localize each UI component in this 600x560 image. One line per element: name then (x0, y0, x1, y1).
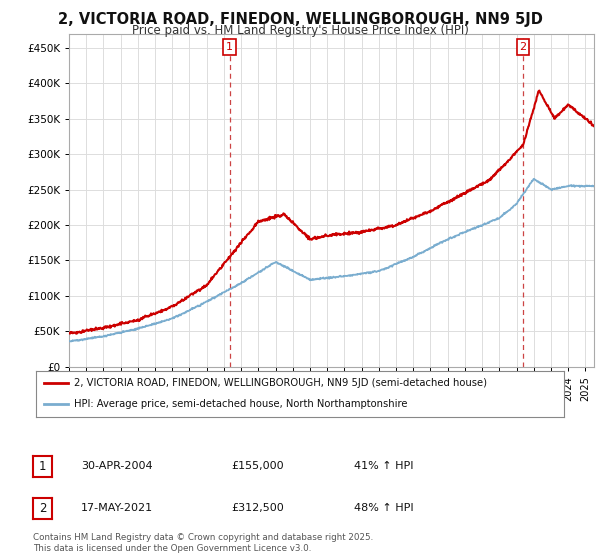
Text: 17-MAY-2021: 17-MAY-2021 (81, 503, 153, 514)
Text: 2, VICTORIA ROAD, FINEDON, WELLINGBOROUGH, NN9 5JD (semi-detached house): 2, VICTORIA ROAD, FINEDON, WELLINGBOROUG… (74, 378, 487, 388)
Text: 1: 1 (226, 42, 233, 52)
Text: 2: 2 (39, 502, 46, 515)
Text: 48% ↑ HPI: 48% ↑ HPI (354, 503, 413, 514)
Text: 2: 2 (520, 42, 527, 52)
Text: £312,500: £312,500 (231, 503, 284, 514)
Text: 41% ↑ HPI: 41% ↑ HPI (354, 461, 413, 472)
Text: Price paid vs. HM Land Registry's House Price Index (HPI): Price paid vs. HM Land Registry's House … (131, 24, 469, 36)
Text: 1: 1 (39, 460, 46, 473)
Text: 30-APR-2004: 30-APR-2004 (81, 461, 152, 472)
Text: Contains HM Land Registry data © Crown copyright and database right 2025.
This d: Contains HM Land Registry data © Crown c… (33, 533, 373, 553)
Text: HPI: Average price, semi-detached house, North Northamptonshire: HPI: Average price, semi-detached house,… (74, 399, 407, 409)
Text: £155,000: £155,000 (231, 461, 284, 472)
Text: 2, VICTORIA ROAD, FINEDON, WELLINGBOROUGH, NN9 5JD: 2, VICTORIA ROAD, FINEDON, WELLINGBOROUG… (58, 12, 542, 27)
